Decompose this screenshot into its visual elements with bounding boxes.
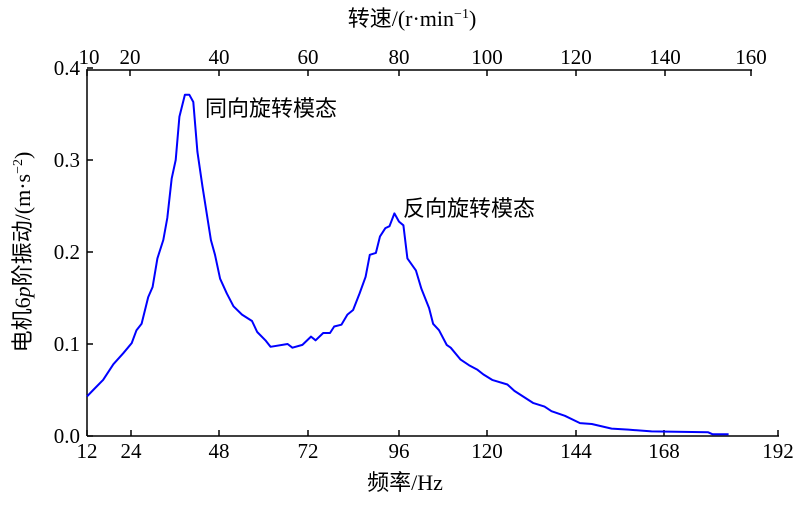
x-tick-label: 12 — [77, 439, 98, 463]
top-tick-label: 60 — [298, 45, 319, 69]
top-axis-label-end: ) — [469, 6, 476, 31]
y-tick-label: 0.3 — [54, 148, 80, 172]
y-axis-label-b: 阶振动/(m·s — [10, 174, 35, 286]
ticks: 12 24 48 72 96 120 144 168 192 0.0 0.1 0.2 0.3 0.410 2… — [54, 45, 794, 463]
top-axis-label-main: 转速/(r·min — [348, 6, 454, 31]
x-tick-label: 48 — [209, 439, 230, 463]
x-tick-label: 168 — [648, 439, 680, 463]
top-tick-label: 120 — [560, 45, 592, 69]
top-axis-label: 转速/(r·min−1) — [348, 6, 477, 31]
top-tick-label: 20 — [120, 45, 141, 69]
y-tick-label: 0.0 — [54, 424, 80, 448]
x-tick-label: 96 — [389, 439, 410, 463]
x-tick-label: 144 — [560, 439, 592, 463]
y-axis-label-p: p — [10, 286, 35, 299]
y-axis-label: 电机6p阶振动/(m·s−2) — [10, 152, 35, 353]
x-tick-label: 24 — [121, 439, 143, 463]
y-axis-label-sup: −2 — [11, 159, 26, 174]
y-tick-label: 0.4 — [54, 56, 81, 80]
top-tick-label: 40 — [209, 45, 230, 69]
y-axis-label-end: ) — [10, 152, 35, 159]
top-tick-label: 80 — [389, 45, 410, 69]
x-axis-label: 频率/Hz — [367, 470, 443, 495]
series-line — [86, 93, 729, 436]
annotation-backward-mode: 反向旋转模态 — [403, 196, 535, 221]
top-tick-label: 160 — [735, 45, 767, 69]
axes — [86, 69, 779, 437]
x-tick-label: 120 — [471, 439, 503, 463]
top-tick-label: 10 — [79, 45, 100, 69]
y-axis-label-a: 电机6 — [10, 297, 35, 352]
y-tick-label: 0.1 — [54, 332, 80, 356]
x-tick-label: 192 — [762, 439, 794, 463]
top-axis-label-sup: −1 — [454, 7, 469, 22]
y-tick-label: 0.2 — [54, 240, 80, 264]
x-tick-label: 72 — [298, 439, 319, 463]
annotation-forward-mode: 同向旋转模态 — [205, 96, 337, 121]
top-tick-label: 100 — [471, 45, 503, 69]
top-tick-label: 140 — [649, 45, 681, 69]
